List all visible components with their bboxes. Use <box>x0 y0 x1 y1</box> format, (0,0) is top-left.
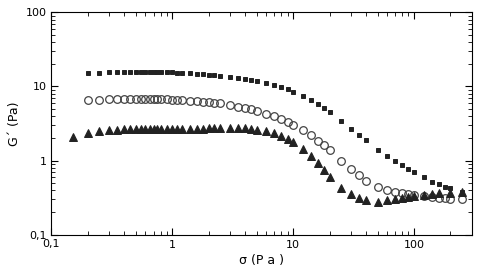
X-axis label: σ (P a ): σ (P a ) <box>239 254 284 267</box>
Y-axis label: G´ (Pa): G´ (Pa) <box>8 101 21 146</box>
